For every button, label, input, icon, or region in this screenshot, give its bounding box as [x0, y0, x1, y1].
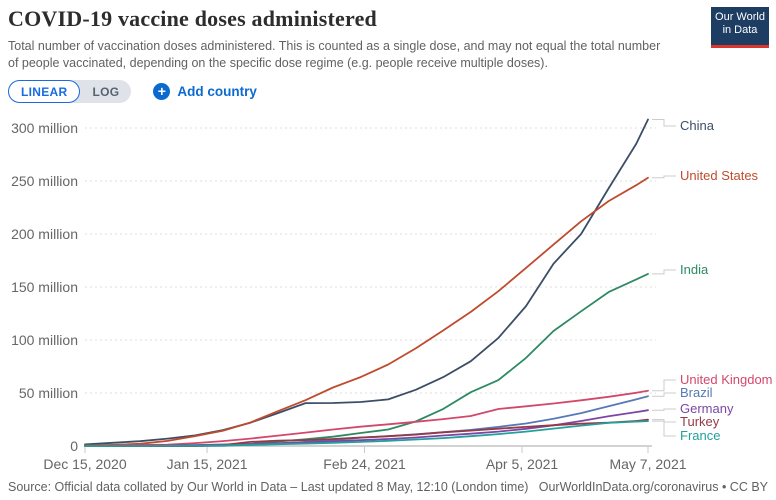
y-axis-tick-label: 200 million — [11, 226, 78, 242]
footer-right: OurWorldInData.org/coronavirus • CC BY — [539, 480, 768, 494]
legend-connector-france — [652, 420, 676, 437]
owid-logo-line2: in Data — [722, 24, 758, 36]
x-axis-tick-label: Apr 5, 2021 — [486, 456, 559, 472]
y-axis-tick-label: 250 million — [11, 173, 78, 189]
chart-controls: LINEAR LOG + Add country — [8, 80, 257, 103]
legend-label-turkey[interactable]: Turkey — [680, 414, 720, 429]
linear-scale-button[interactable]: LINEAR — [8, 80, 81, 103]
x-axis-tick-label: Jan 15, 2021 — [167, 456, 248, 472]
scale-toggle: LINEAR LOG — [8, 80, 132, 103]
legend-connector-china — [652, 119, 676, 127]
chart-subtitle: Total number of vaccination doses admini… — [8, 39, 661, 70]
series-line-china[interactable] — [84, 118, 649, 446]
legend-connector-germany — [652, 408, 676, 411]
legend-label-india[interactable]: India — [680, 262, 709, 277]
series-line-united-states[interactable] — [84, 176, 649, 447]
x-axis-tick-label: May 7, 2021 — [609, 456, 686, 472]
legend-label-china[interactable]: China — [680, 118, 715, 133]
legend-connector-brazil — [652, 392, 676, 397]
legend-connector-united-states — [652, 175, 676, 179]
legend-label-united-states[interactable]: United States — [680, 168, 759, 183]
legend-connector-india — [652, 269, 676, 275]
y-axis-tick-label: 300 million — [11, 120, 78, 136]
line-chart-canvas[interactable]: 0 50 million 100 million 150 million 200 mil… — [0, 105, 776, 480]
series-line-india[interactable] — [84, 272, 649, 447]
legend-label-germany[interactable]: Germany — [680, 401, 734, 416]
page-title: COVID-19 vaccine doses administered — [8, 6, 377, 31]
plus-circle-icon: + — [153, 83, 171, 100]
owid-link[interactable]: OurWorldInData.org/coronavirus — [538, 480, 719, 494]
owid-logo[interactable]: Our World in Data — [711, 7, 769, 48]
owid-logo-line1: Our World — [715, 11, 765, 23]
series-line-france[interactable] — [84, 420, 649, 447]
x-axis-tick-label: Dec 15, 2020 — [43, 456, 126, 472]
y-axis-tick-label: 100 million — [11, 332, 78, 348]
add-country-button[interactable]: + Add country — [153, 83, 257, 100]
x-axis-tick-label: Feb 24, 2021 — [323, 456, 406, 472]
y-axis-tick-label: 0 — [70, 438, 78, 454]
source-note: Source: Official data collated by Our Wo… — [8, 480, 529, 494]
footer: Source: Official data collated by Our Wo… — [8, 480, 768, 494]
legend-connector-united-kingdom — [652, 379, 676, 392]
add-country-label: Add country — [177, 84, 257, 99]
y-axis-tick-label: 50 million — [19, 385, 78, 401]
y-axis-tick-label: 150 million — [11, 279, 78, 295]
legend-label-brazil[interactable]: Brazil — [680, 385, 713, 400]
log-scale-button[interactable]: LOG — [80, 80, 131, 103]
license-note: • CC BY — [718, 480, 768, 494]
legend-label-france[interactable]: France — [680, 428, 720, 443]
series-line-united-kingdom[interactable] — [84, 389, 649, 447]
legend-label-united-kingdom[interactable]: United Kingdom — [680, 372, 773, 387]
